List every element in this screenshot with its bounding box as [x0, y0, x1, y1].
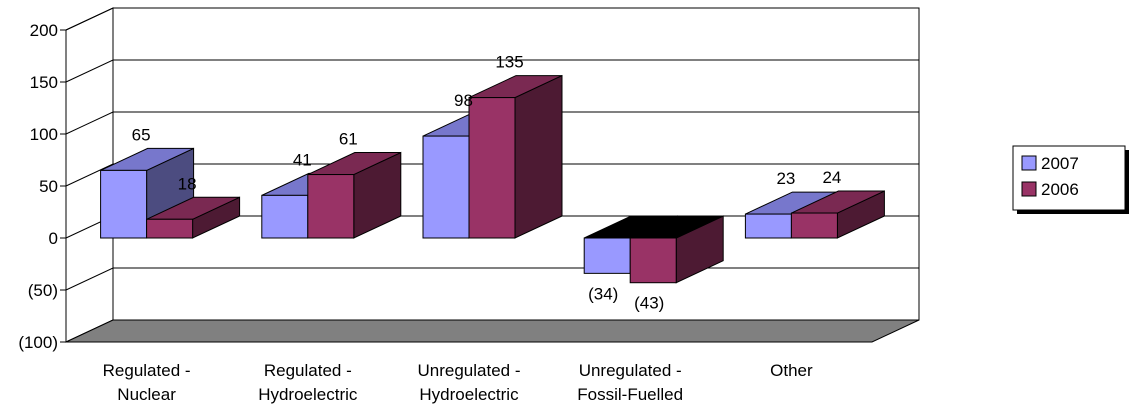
data-label: (34) [588, 284, 618, 303]
gridline [65, 59, 919, 83]
y-tick-label: 150 [30, 73, 58, 92]
y-tick-label: 200 [30, 21, 58, 40]
category-label: Hydroelectric [419, 385, 519, 404]
gridline [65, 7, 919, 31]
bar [790, 190, 885, 239]
category-label: Unregulated - [579, 361, 682, 380]
data-label: 135 [495, 53, 523, 72]
y-tick-label: 0 [49, 229, 58, 248]
bar-front [100, 169, 148, 239]
y-tick-label: (100) [18, 333, 58, 352]
category-label: Nuclear [117, 385, 176, 404]
bar-front [146, 218, 194, 239]
data-label: 24 [822, 168, 841, 187]
bar-front [629, 237, 677, 284]
category-label: Regulated - [264, 361, 352, 380]
legend-label: 2006 [1041, 180, 1079, 199]
legend: 2007 2006 [1012, 145, 1129, 214]
data-label: 23 [776, 169, 795, 188]
gridline [65, 111, 919, 135]
bar [100, 147, 195, 239]
category-label: Regulated - [103, 361, 191, 380]
category-label: Fossil-Fuelled [577, 385, 683, 404]
bar [629, 215, 724, 284]
category-label: Unregulated - [417, 361, 520, 380]
legend-label: 2007 [1041, 154, 1079, 173]
data-label: 98 [454, 91, 473, 110]
bar-front [422, 135, 470, 239]
y-tick-label: (50) [28, 281, 58, 300]
y-axis: 200 150 100 50 0 (50) (100) [18, 21, 66, 352]
gridline [65, 163, 919, 187]
data-label: 65 [132, 125, 151, 144]
category-labels: Regulated - Nuclear Regulated - Hydroelectr… [103, 361, 813, 404]
bar-side [514, 74, 563, 239]
bars [100, 74, 885, 284]
bar [146, 196, 241, 239]
bar-front [583, 237, 631, 274]
y-tick-label: 100 [30, 125, 58, 144]
legend-swatch [1021, 181, 1037, 197]
data-label: (43) [634, 294, 664, 313]
bar-front [790, 212, 838, 239]
data-labels: 65 18 41 61 98 135 (34) (43) 23 24 [132, 53, 842, 313]
bar [468, 74, 563, 239]
bar-front [261, 194, 309, 239]
chart-floor [65, 319, 920, 343]
bar-front [468, 97, 516, 239]
bar-front [744, 213, 792, 239]
data-label: 41 [293, 150, 312, 169]
category-label: Other [770, 361, 813, 380]
y-tick-label: 50 [39, 177, 58, 196]
category-label: Hydroelectric [258, 385, 358, 404]
data-label: 61 [339, 130, 358, 149]
legend-swatch [1021, 155, 1037, 171]
bar [307, 151, 402, 239]
bar-front [307, 174, 355, 239]
data-label: 18 [178, 174, 197, 193]
